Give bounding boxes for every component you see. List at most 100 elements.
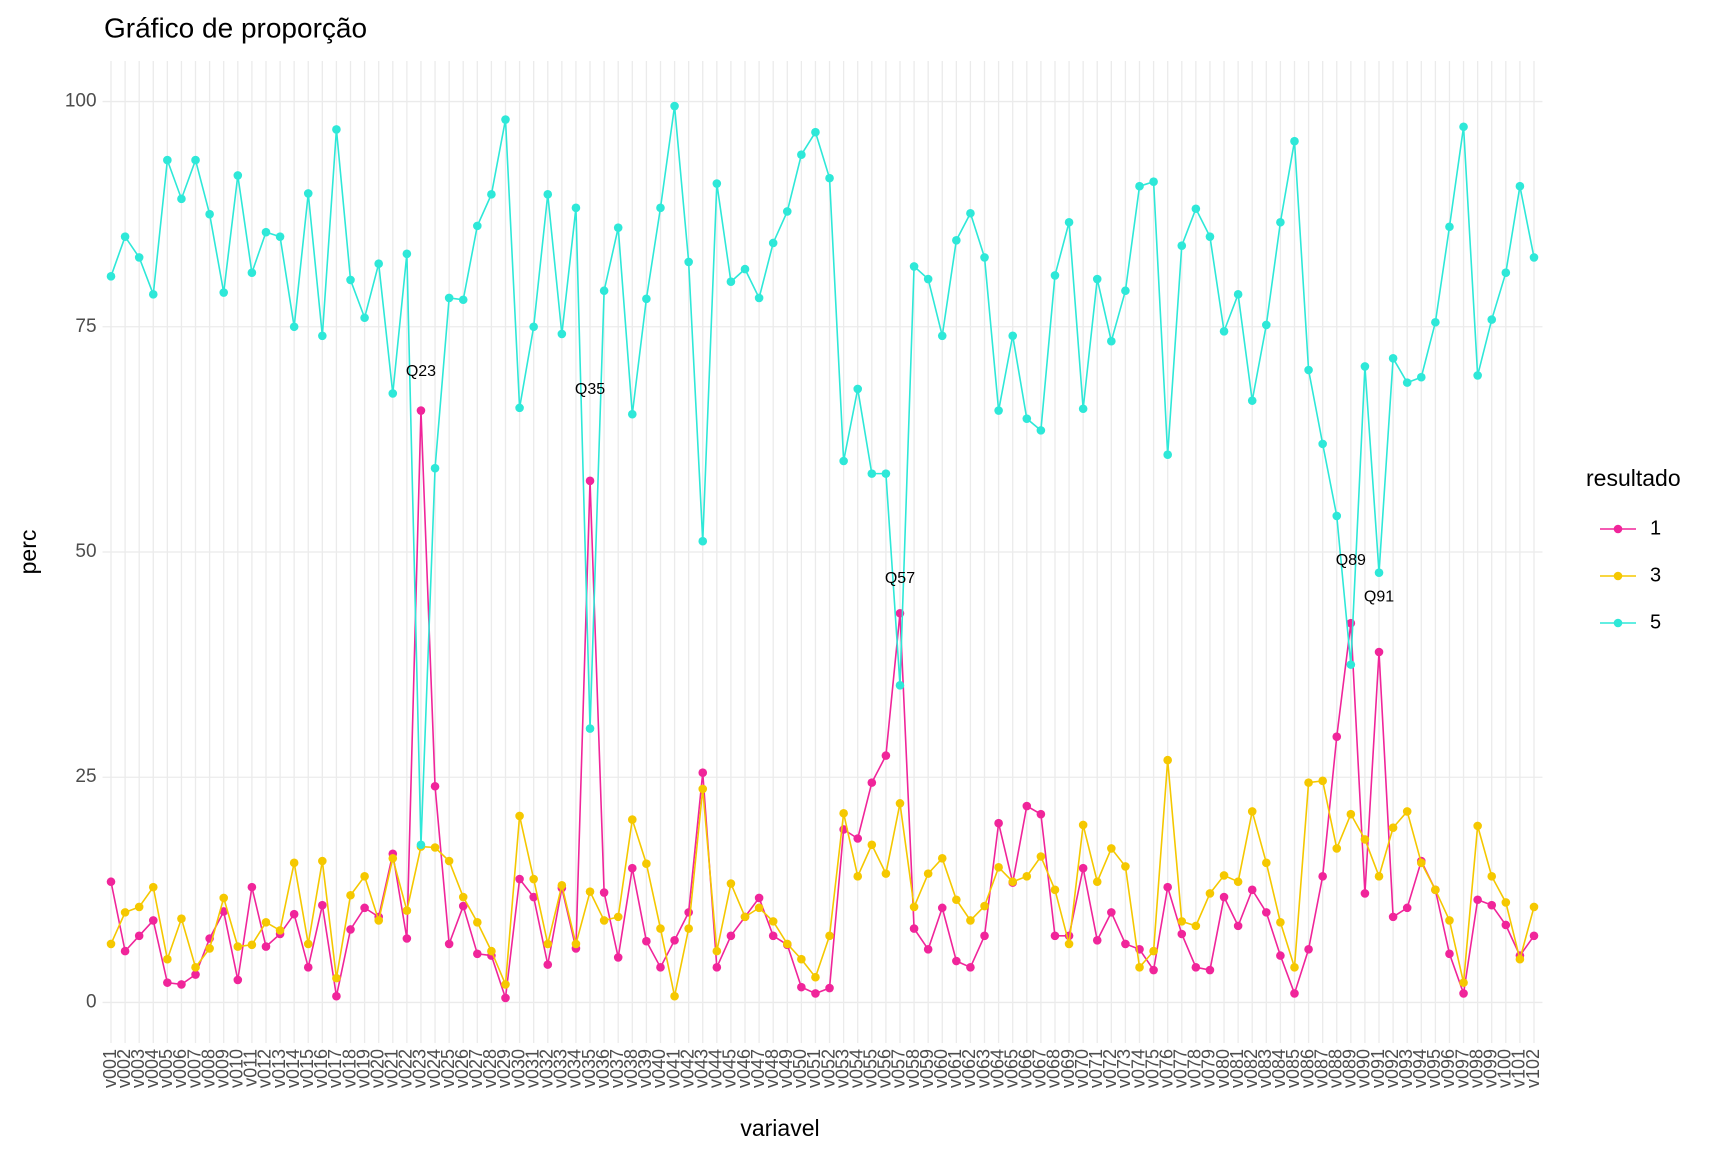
series-line [110,410,1535,999]
data-point [1008,331,1018,341]
data-point [881,869,891,878]
data-point [613,912,623,922]
data-point [1233,290,1243,299]
data-point [416,840,426,850]
data-point [1177,241,1187,250]
data-point [120,908,130,917]
data-point [444,856,454,866]
data-point [1318,439,1327,449]
data-point [585,724,595,733]
data-point [1360,835,1370,844]
data-point [754,893,764,903]
data-point [1205,965,1215,975]
data-point [698,536,708,546]
x-tick-label: v096 [1438,1049,1458,1088]
data-point [1121,862,1130,871]
data-point [1445,222,1454,232]
data-point [458,892,468,902]
data-point [656,963,665,972]
data-point [1416,372,1426,382]
data-point [1332,511,1342,521]
x-tick-label: v004 [142,1049,162,1088]
data-point [1290,136,1299,146]
x-tick-label: v025 [438,1049,458,1088]
x-tick-label: v047 [748,1049,768,1088]
data-point [430,781,440,791]
data-point [458,901,468,911]
data-point [909,902,919,912]
data-point [1262,320,1271,330]
x-tick-label: v016 [311,1049,331,1088]
data-point [656,203,665,213]
data-point [318,856,327,866]
data-point [1529,931,1539,941]
data-point [1304,945,1313,954]
x-tick-label: v019 [353,1049,373,1088]
x-tick-label: v048 [762,1049,782,1088]
data-point [811,989,820,998]
data-point [585,476,595,486]
data-point [275,232,285,241]
data-point [191,155,200,165]
annotation: Q57 [885,570,915,587]
data-point [134,253,144,262]
x-tick-label: v095 [1424,1049,1444,1088]
data-point [1473,895,1482,905]
data-point [923,274,933,284]
data-point [1008,877,1018,887]
data-point [923,869,933,878]
legend-swatch [1613,524,1623,534]
data-point [670,935,679,945]
data-point [529,322,538,332]
data-point [599,286,609,296]
data-point [219,907,229,916]
data-point [247,882,257,892]
x-tick-label: v005 [156,1049,176,1088]
data-point [163,155,172,165]
data-point [529,892,538,902]
data-point [1036,852,1046,861]
x-tick-label: v031 [522,1049,542,1088]
data-point [1191,921,1201,931]
x-tick-label: v093 [1396,1049,1416,1088]
data-point [712,963,722,972]
series-line [110,760,1535,997]
data-point [825,173,834,183]
data-point [233,171,243,180]
data-point [1149,946,1158,956]
data-point [430,843,440,852]
x-tick-label: v041 [663,1049,683,1088]
data-point [388,854,398,863]
data-point [966,208,975,218]
x-tick-label: v098 [1466,1049,1486,1088]
data-point [571,939,581,949]
data-point [1149,965,1158,975]
data-point [191,963,200,972]
data-point [698,768,708,778]
data-point [684,257,693,267]
x-tick-label: v070 [1072,1049,1092,1088]
x-tick-label: v094 [1410,1049,1430,1088]
data-point [402,249,412,259]
x-tick-label: v014 [283,1049,303,1088]
data-point [473,917,482,927]
data-point [1290,963,1299,972]
data-point [219,893,229,903]
data-point [318,331,327,341]
data-point [782,939,792,949]
x-tick-label: v042 [677,1049,697,1088]
data-point [487,946,496,956]
data-point [825,983,834,993]
x-tick-label: v101 [1509,1049,1529,1088]
data-point [881,751,891,760]
x-tick-label: v075 [1142,1049,1162,1088]
data-point [473,221,482,231]
data-point [627,815,637,824]
data-point [106,272,116,281]
data-point [275,926,285,935]
data-point [1177,929,1187,939]
data-point [867,778,877,787]
data-point [1233,921,1243,931]
data-point [1431,317,1440,327]
data-point [754,293,764,303]
